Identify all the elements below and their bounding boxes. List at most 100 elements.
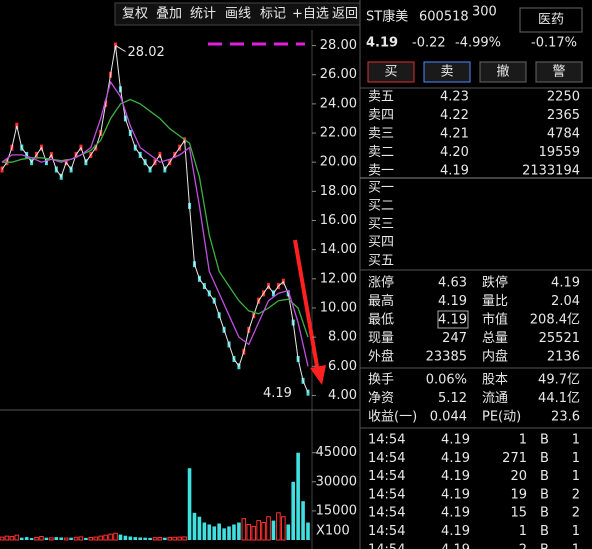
- trade-time: 14:54: [368, 469, 405, 484]
- order-button[interactable]: [423, 61, 471, 83]
- volume-bar: [113, 532, 118, 541]
- toolbar-button[interactable]: +自选: [292, 7, 329, 22]
- trade-side: B: [540, 433, 549, 448]
- y-tick-label: 26.00: [320, 67, 357, 82]
- toolbar-button[interactable]: 复权: [122, 6, 148, 22]
- trade-side: B: [540, 451, 549, 466]
- y-tick-label: 24.00: [320, 96, 357, 111]
- ask-price: 4.19: [440, 164, 469, 179]
- volume-bar: [152, 537, 158, 541]
- volume-bar: [182, 536, 187, 541]
- volume-bar: [88, 536, 94, 541]
- ask-volume: 2250: [547, 90, 580, 105]
- stat-label: 最高: [368, 293, 394, 309]
- volume-bar: [306, 522, 310, 540]
- volume-bar: [237, 522, 241, 540]
- volume-tick-label: 30000: [316, 474, 357, 489]
- trade-count: 1: [572, 542, 580, 549]
- trade-count: 1: [572, 451, 580, 466]
- volume-bar: [163, 537, 167, 540]
- toolbar-button[interactable]: 统计: [190, 7, 216, 22]
- toolbar-button[interactable]: 标记: [260, 7, 286, 22]
- bid-label: 买三: [368, 217, 394, 232]
- volume-bar: [301, 501, 305, 540]
- y-tick-label: 16.00: [320, 213, 357, 228]
- order-button-label[interactable]: 撤: [496, 64, 509, 80]
- volume-bar: [143, 537, 147, 540]
- trade-side: B: [540, 506, 549, 521]
- order-button-label[interactable]: 警: [552, 64, 565, 80]
- trade-price: 4.19: [441, 451, 470, 466]
- stat-value: 4.19: [438, 313, 467, 328]
- volume-bar: [9, 536, 15, 541]
- volume-bar: [93, 536, 99, 541]
- stat-label: 内盘: [482, 349, 508, 365]
- toolbar-button[interactable]: 返回: [332, 7, 358, 22]
- ask-volume: 2133194: [522, 164, 580, 179]
- volume-bar: [69, 537, 73, 540]
- trade-side: B: [540, 487, 549, 502]
- volume-tick-label: 15000: [316, 503, 357, 518]
- trade-time: 14:54: [368, 451, 405, 466]
- trade-time: 14:54: [368, 487, 405, 502]
- trade-side: B: [540, 469, 549, 484]
- stat-value: 25521: [539, 331, 580, 346]
- ask-label: 卖三: [368, 127, 394, 142]
- order-button-label[interactable]: 卖: [440, 65, 453, 80]
- volume-bar: [148, 537, 152, 540]
- bid-label: 买四: [368, 235, 394, 250]
- bid-label: 买五: [368, 253, 394, 268]
- volume-bar: [192, 512, 197, 540]
- stat-value: 247: [442, 331, 467, 346]
- trade-time: 14:54: [368, 542, 405, 549]
- trade-volume: 2: [519, 542, 527, 549]
- volume-bar: [172, 536, 178, 541]
- trade-side: B: [540, 524, 549, 539]
- volume-bar: [286, 524, 291, 540]
- volume-bar: [157, 536, 163, 541]
- volume-unit: X100: [316, 524, 350, 539]
- toolbar-button[interactable]: 画线: [225, 7, 251, 22]
- stat-value: 4.19: [438, 294, 467, 309]
- order-button[interactable]: [367, 61, 415, 83]
- bid-label: 买二: [368, 199, 394, 214]
- fin-value: 0.06%: [426, 373, 467, 388]
- ask-label: 卖四: [368, 108, 394, 123]
- order-button[interactable]: [535, 61, 583, 83]
- ask-label: 卖二: [368, 145, 394, 160]
- volume-bar: [73, 536, 79, 541]
- volume-bar: [291, 481, 295, 540]
- order-button[interactable]: [479, 61, 527, 83]
- trade-volume: 271: [502, 451, 527, 466]
- volume-bar: [212, 526, 217, 540]
- ask-price: 4.20: [440, 145, 469, 160]
- volume-bar: [49, 537, 54, 541]
- stat-label: 跌停: [482, 275, 508, 291]
- stock-code: 600518: [419, 10, 469, 25]
- volume-bar: [222, 528, 226, 540]
- toolbar-button[interactable]: 叠加: [156, 7, 182, 22]
- volume-bar: [39, 536, 44, 541]
- volume-bar: [84, 537, 88, 540]
- ask-price: 4.22: [440, 108, 469, 123]
- trade-count: 2: [572, 487, 580, 502]
- volume-bar: [227, 526, 231, 540]
- volume-bar: [197, 516, 202, 540]
- volume-bar: [202, 522, 207, 540]
- stat-label: 量比: [482, 294, 508, 309]
- price: 4.19: [366, 36, 398, 51]
- volume-bar: [24, 537, 29, 540]
- ask-volume: 19559: [539, 145, 580, 160]
- trade-price: 4.19: [441, 524, 470, 539]
- volume-bar: [108, 533, 113, 541]
- fin-label: PE(动): [482, 410, 521, 425]
- volume-bar: [261, 522, 266, 541]
- volume-bar: [187, 468, 192, 540]
- trade-volume: 20: [510, 469, 527, 484]
- red-arrow: [293, 239, 320, 373]
- y-tick-label: 10.00: [320, 300, 357, 315]
- stat-value: 23385: [426, 350, 467, 365]
- order-button-label[interactable]: 买: [384, 65, 397, 80]
- stat-label: 现量: [368, 331, 394, 346]
